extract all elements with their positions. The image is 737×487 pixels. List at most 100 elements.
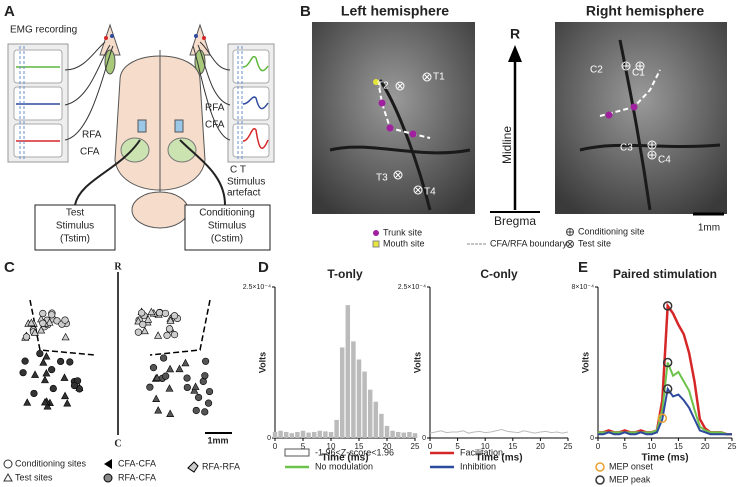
emg-label: EMG recording	[10, 25, 77, 36]
site-point	[139, 320, 147, 328]
site-point	[204, 399, 213, 407]
site-point	[192, 406, 200, 415]
artefact-label: Stimulus	[227, 177, 265, 188]
legend-label: -1.96<Z-score<1.96	[315, 447, 394, 457]
site-point	[191, 382, 200, 390]
bar	[278, 430, 283, 438]
panel-letter: E	[578, 259, 588, 276]
site-point	[146, 383, 154, 391]
site-point	[48, 311, 56, 319]
site-point	[149, 364, 158, 372]
x-tick-label: 0	[273, 442, 278, 451]
site-point	[31, 370, 40, 378]
x-tick-label: 10	[481, 442, 490, 451]
test-label: (Tstim)	[60, 234, 90, 245]
line	[429, 429, 569, 434]
site-label: C3	[620, 143, 633, 154]
site-point	[42, 352, 51, 360]
panel-letter: B	[300, 3, 311, 20]
x-tick-label: 25	[411, 442, 420, 451]
line	[598, 386, 732, 436]
site-point	[202, 357, 210, 365]
site-marker	[397, 83, 403, 89]
bar	[295, 431, 300, 438]
caudal-label: C	[114, 438, 121, 449]
site-marker	[395, 172, 401, 178]
bar	[300, 430, 306, 438]
site-point	[194, 393, 203, 402]
site-marker	[649, 142, 655, 148]
x-tick-label: 15	[508, 442, 517, 451]
site-point	[165, 325, 174, 333]
bar	[395, 431, 401, 438]
bar	[390, 430, 395, 438]
site-point	[57, 357, 65, 366]
mep-peak	[662, 384, 673, 394]
site-point	[152, 394, 161, 403]
hemisphere-title: Left hemisphere	[341, 3, 449, 19]
site-point	[22, 333, 31, 341]
band-swatch	[284, 448, 310, 457]
cond-label: Stimulus	[208, 221, 246, 232]
bar	[356, 359, 362, 438]
y-tick-label: 2.5×10⁻⁴	[243, 284, 271, 291]
site-point	[48, 366, 56, 374]
bar	[323, 431, 328, 438]
site-point	[63, 399, 72, 407]
site-point	[61, 391, 70, 400]
bar	[311, 431, 317, 438]
site-point	[181, 358, 190, 367]
cond-label: Conditioning	[199, 208, 255, 219]
y-axis-label: Volts	[412, 352, 422, 373]
y-axis-label: Volts	[580, 352, 590, 373]
hemisphere-title: Right hemisphere	[586, 3, 704, 19]
site-point	[205, 387, 214, 396]
midline-label: Midline	[500, 126, 514, 164]
site-point	[53, 317, 61, 325]
site-marker	[647, 140, 657, 150]
site-point	[183, 374, 191, 382]
site-point	[159, 354, 168, 362]
rostral-label: R	[114, 261, 122, 272]
bar	[384, 425, 390, 438]
legend-marker	[595, 475, 605, 485]
bar	[306, 432, 311, 438]
site-point	[163, 331, 171, 339]
x-tick-label: 0	[428, 442, 433, 451]
legend-label: No modulation	[315, 461, 373, 471]
legend-label: Test sites	[15, 472, 53, 482]
site-point	[45, 318, 54, 326]
site-marker	[424, 74, 430, 80]
legend-label: RFA-RFA	[202, 461, 240, 471]
rfa-label: RFA	[82, 130, 102, 141]
site-point	[155, 309, 164, 317]
test-label: Test	[66, 208, 85, 219]
cfa-label: CFA	[80, 147, 100, 158]
x-axis-label: Time (ms)	[321, 453, 368, 464]
scale-label: 1mm	[207, 435, 228, 445]
cfa-label: CFA	[205, 120, 225, 131]
site-label: T3	[376, 173, 388, 184]
site-marker	[647, 150, 657, 160]
site-point	[27, 318, 36, 327]
x-axis-label: Time (ms)	[641, 453, 688, 464]
bar	[317, 430, 323, 438]
site-point	[19, 369, 27, 377]
site-marker	[415, 187, 421, 193]
legend-label: MEP onset	[609, 461, 653, 471]
site-point	[39, 319, 47, 327]
site-point	[201, 372, 209, 380]
bar	[412, 433, 418, 438]
site-point	[147, 307, 156, 316]
site-point	[61, 332, 70, 341]
site-label: T2	[377, 81, 389, 92]
site-point	[162, 372, 170, 380]
site-label: T1	[433, 72, 445, 83]
panel-letter: A	[4, 3, 15, 20]
site-point	[49, 384, 57, 393]
plot-title: Paired stimulation	[613, 267, 717, 281]
site-point	[144, 315, 153, 323]
site-point	[175, 364, 184, 373]
bar	[379, 413, 384, 438]
